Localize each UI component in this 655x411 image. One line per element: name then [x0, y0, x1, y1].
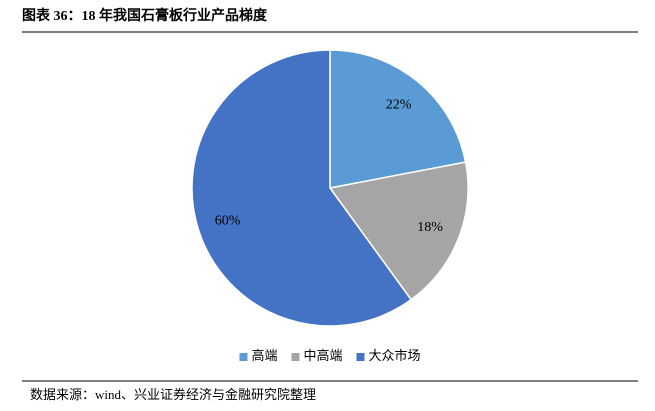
legend-swatch [239, 353, 248, 361]
legend-label: 大众市场 [369, 348, 421, 363]
pie-slice [328, 161, 469, 301]
data-label: 18% [417, 220, 443, 235]
legend-swatch [291, 353, 300, 361]
data-label: 60% [215, 213, 241, 228]
pie-slice [329, 49, 467, 189]
legend-label: 高端 [251, 348, 277, 363]
chart-title: 图表 36：18 年我国石膏板行业产品梯度 [22, 7, 268, 24]
data-label: 22% [386, 97, 412, 112]
source-note: 数据来源：wind、兴业证券经济与金融研究院整理 [30, 387, 316, 402]
legend-swatch [356, 353, 365, 361]
legend-label: 中高端 [303, 348, 342, 363]
pie-slice [191, 49, 413, 327]
